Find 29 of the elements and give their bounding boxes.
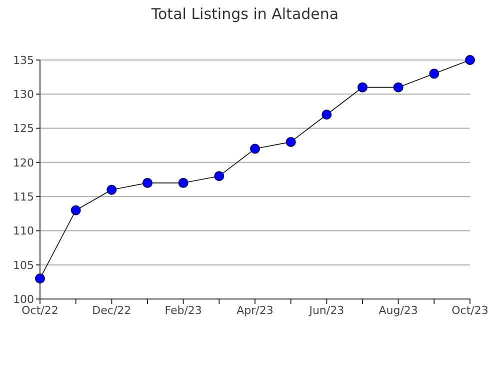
point <box>358 82 368 92</box>
x-tick-label: Feb/23 <box>164 304 202 317</box>
point <box>214 171 224 182</box>
point <box>70 205 81 216</box>
point <box>286 136 296 147</box>
point <box>106 184 117 195</box>
x-tick-label: Apr/23 <box>236 304 274 317</box>
y-tick-label: 110 <box>13 224 34 238</box>
y-tick-label: 130 <box>13 88 34 102</box>
y-tick-label: 125 <box>13 122 34 136</box>
y-tick-label: 100 <box>13 292 34 306</box>
point <box>429 68 440 79</box>
y-tick-label: 105 <box>13 258 34 272</box>
point <box>178 178 188 188</box>
point <box>250 144 260 154</box>
point <box>35 274 45 284</box>
x-tick-label: Oct/22 <box>22 304 58 317</box>
x-tick-label: Jun/23 <box>308 304 344 317</box>
y-tick-label: 115 <box>13 190 34 204</box>
point <box>465 55 475 65</box>
point <box>322 110 332 120</box>
x-tick-label: Oct/23 <box>452 304 488 317</box>
point <box>393 82 404 92</box>
chart-title: Total Listings in Altadena <box>150 5 340 23</box>
point <box>142 178 152 188</box>
y-tick-label: 120 <box>13 156 34 170</box>
x-tick-label: Dec/22 <box>92 304 132 317</box>
y-tick-label: 135 <box>13 54 34 67</box>
x-tick-label: Aug/23 <box>378 304 418 317</box>
